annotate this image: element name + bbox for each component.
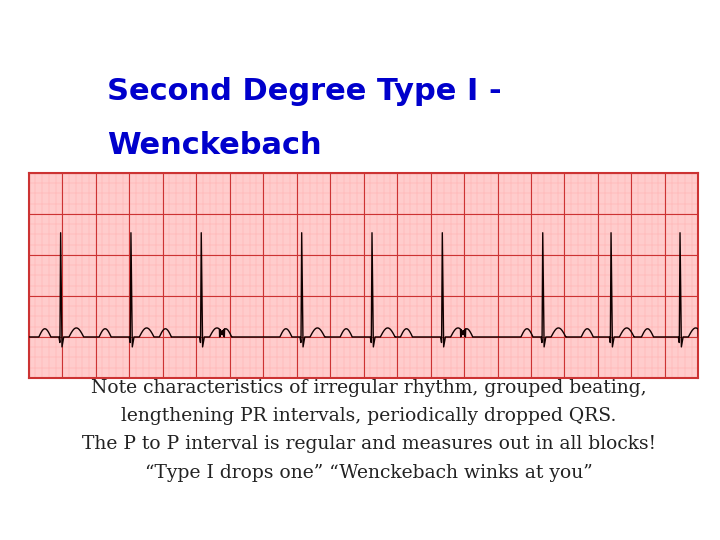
Text: Note characteristics of irregular rhythm, grouped beating,: Note characteristics of irregular rhythm… [91,379,647,397]
Text: Second Degree Type I -: Second Degree Type I - [107,77,501,106]
FancyBboxPatch shape [94,181,644,201]
Text: “Type I drops one” “Wenckebach winks at you”: “Type I drops one” “Wenckebach winks at … [145,463,593,482]
Text: The P to P interval is regular and measures out in all blocks!: The P to P interval is regular and measu… [82,435,656,453]
Text: lengthening PR intervals, periodically dropped QRS.: lengthening PR intervals, periodically d… [121,407,617,425]
Text: Wenckebach: Wenckebach [107,131,321,160]
